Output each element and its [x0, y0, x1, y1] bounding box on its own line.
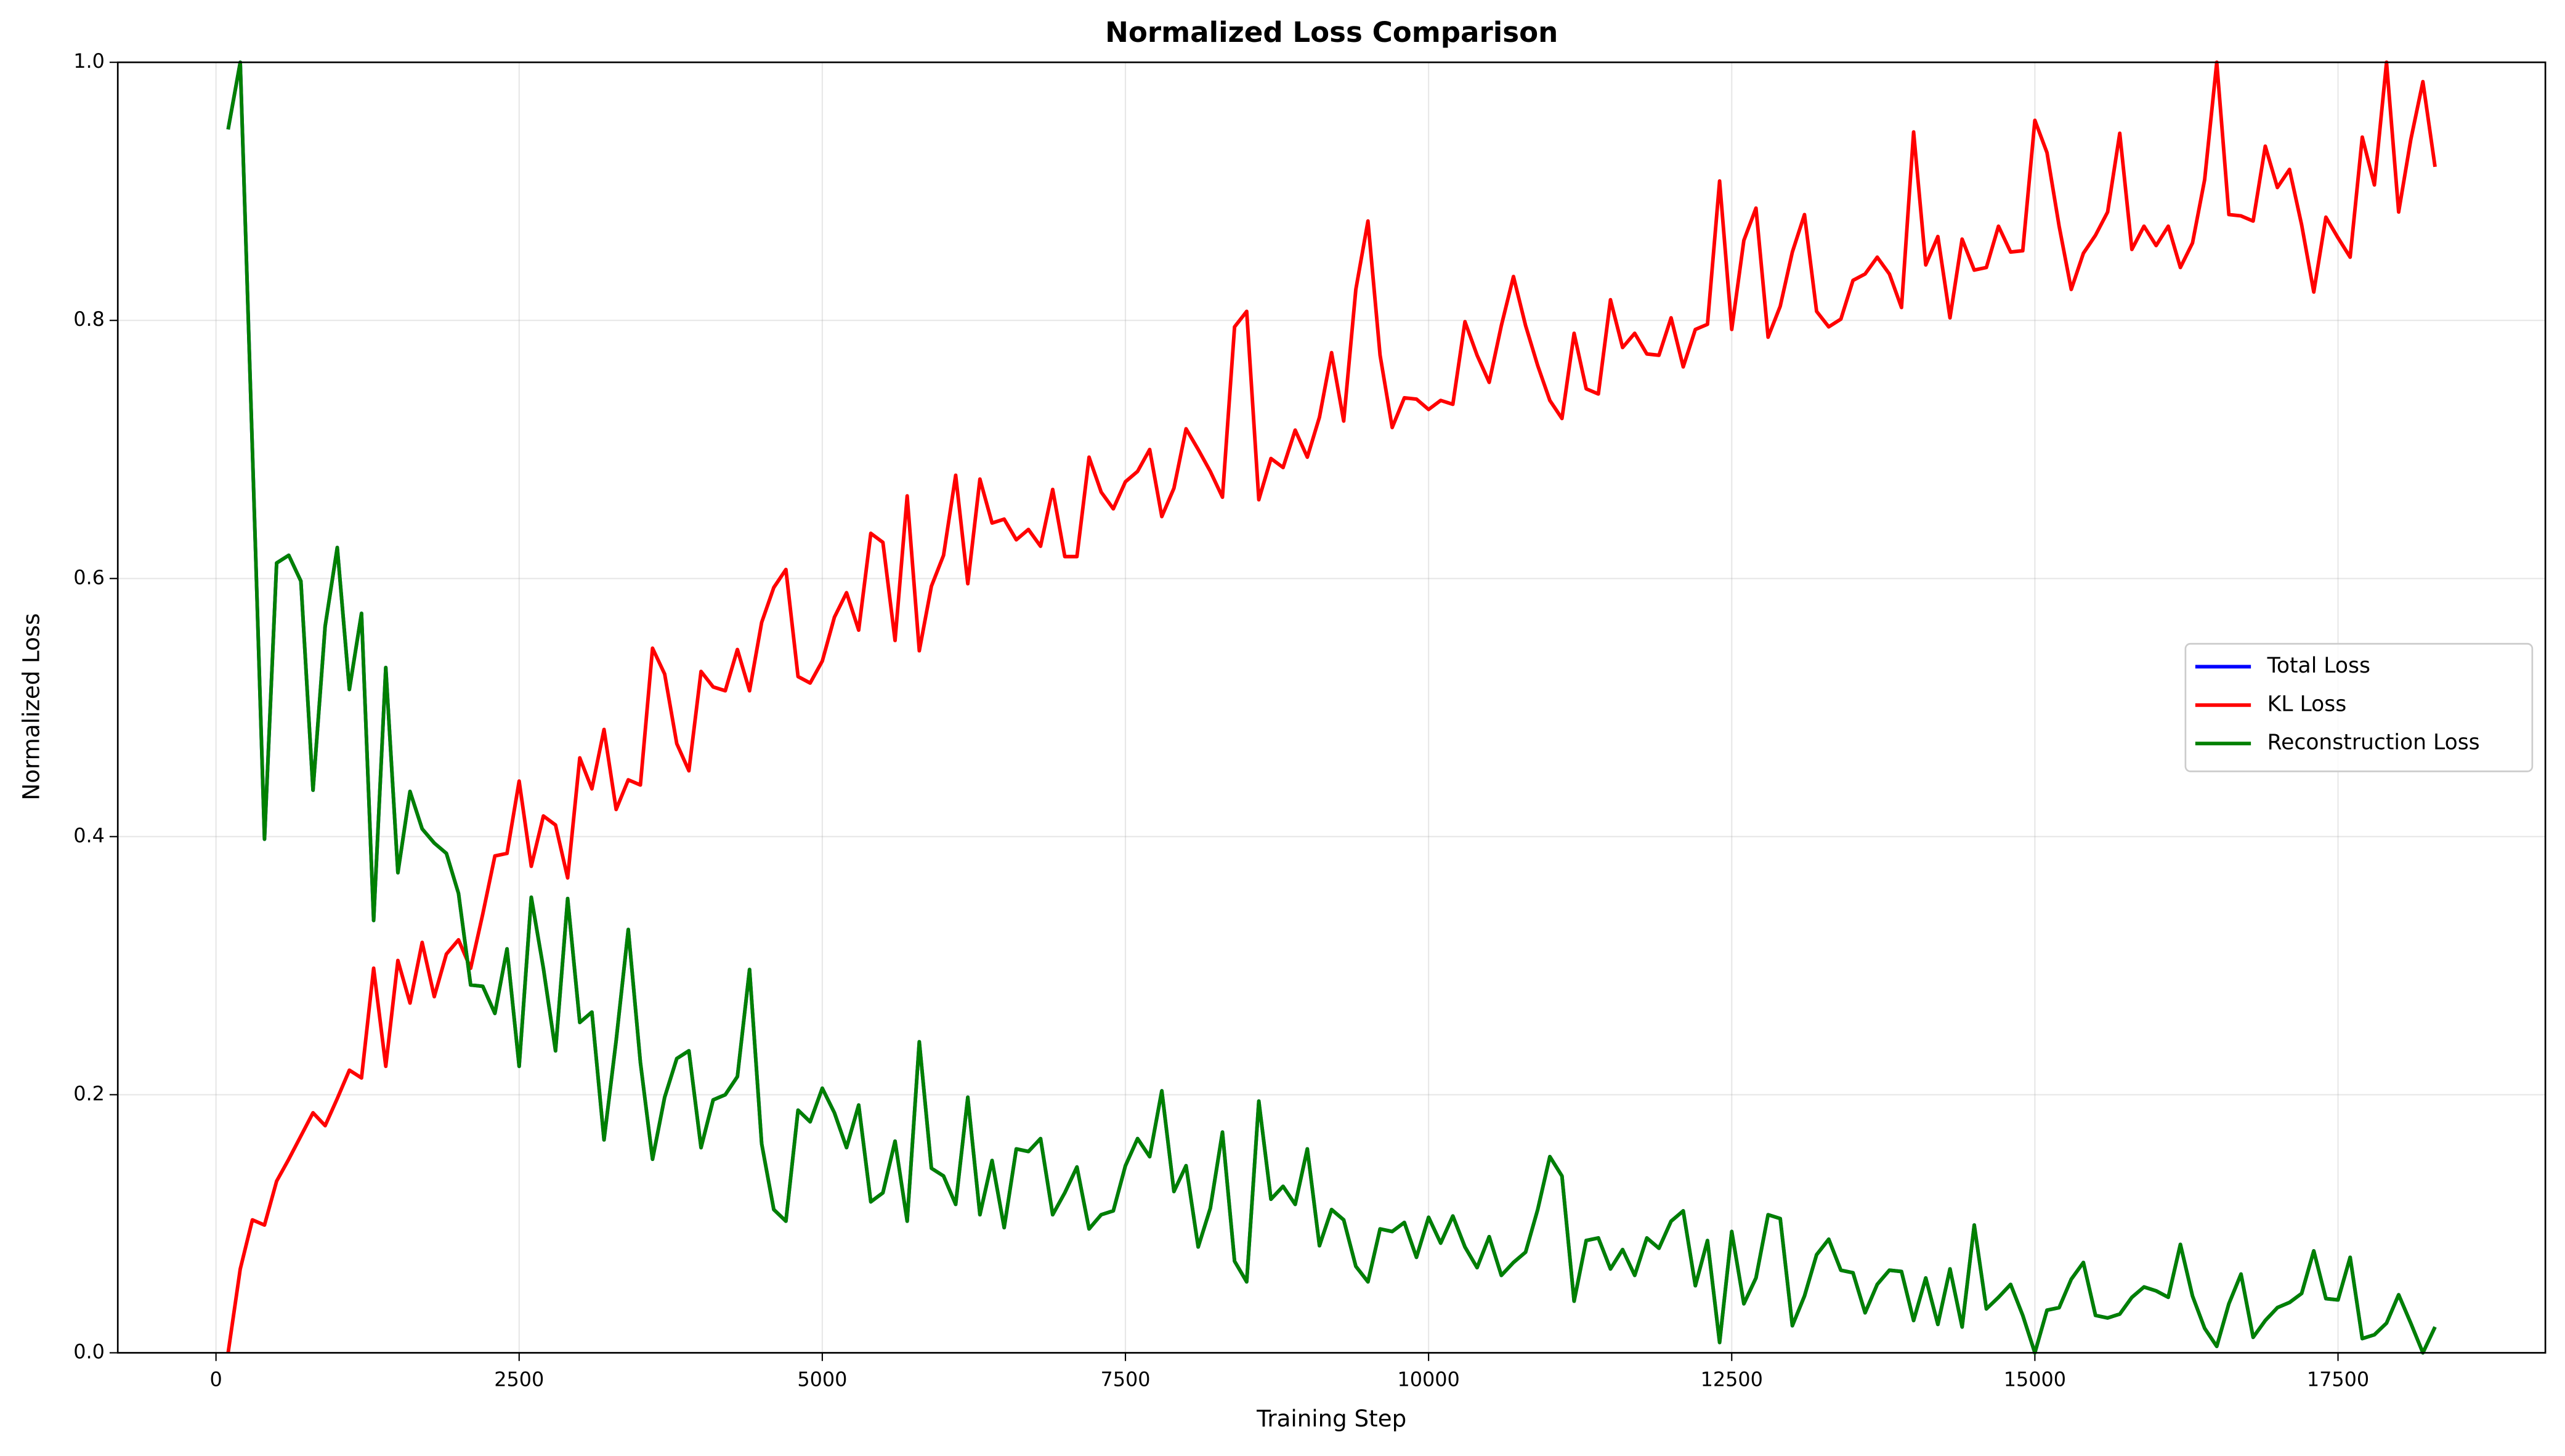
line-series — [226, 60, 2437, 1355]
y-tick-label: 1.0 — [73, 49, 105, 73]
line-series — [226, 60, 2437, 1353]
y-tick-label: 0.8 — [73, 307, 105, 331]
legend-label: Reconstruction Loss — [2267, 730, 2480, 755]
x-tick-label: 5000 — [797, 1368, 847, 1391]
x-tick-label: 10000 — [1397, 1368, 1459, 1391]
chart-title: Normalized Loss Comparison — [1105, 16, 1558, 49]
y-tick-label: 0.2 — [73, 1082, 105, 1105]
y-tick-label: 0.4 — [73, 823, 105, 847]
y-axis-label: Normalized Loss — [18, 613, 45, 800]
x-tick-label: 0 — [210, 1368, 222, 1391]
y-tick-label: 0.6 — [73, 565, 105, 589]
x-tick-label: 7500 — [1100, 1368, 1150, 1391]
x-tick-label: 2500 — [494, 1368, 544, 1391]
y-tick-label: 0.0 — [73, 1340, 105, 1363]
x-tick-label: 12500 — [1701, 1368, 1763, 1391]
legend-label: Total Loss — [2267, 653, 2370, 678]
plot-frame — [116, 61, 2547, 1354]
x-tick-label: 17500 — [2307, 1368, 2369, 1391]
legend-box — [2184, 642, 2534, 772]
x-axis-label: Training Step — [1256, 1405, 1406, 1432]
x-tick-label: 15000 — [2004, 1368, 2066, 1391]
legend-label: KL Loss — [2267, 692, 2347, 716]
